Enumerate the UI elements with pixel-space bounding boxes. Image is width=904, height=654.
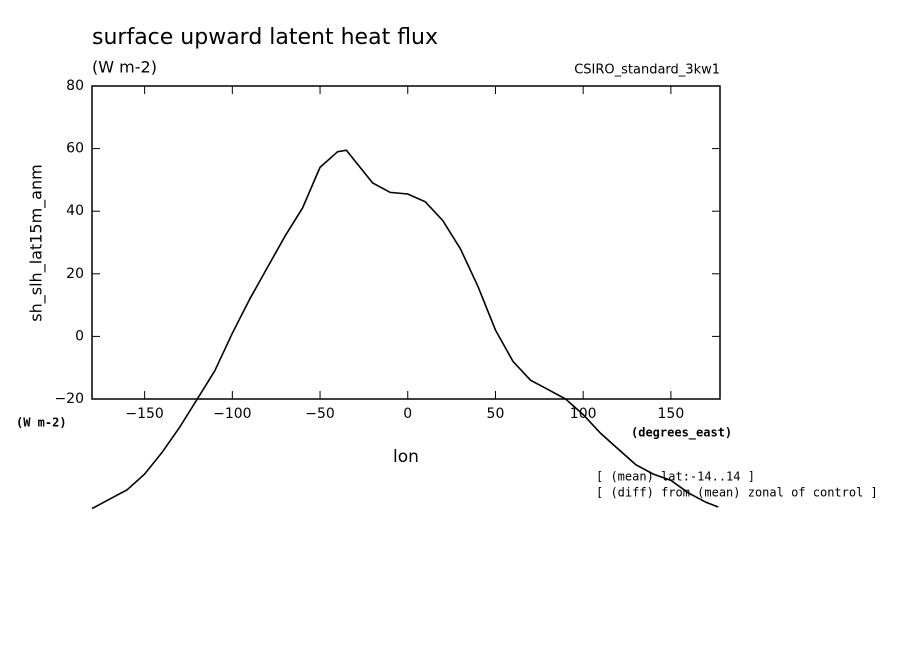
annotation: [ (diff) from (mean) zonal of control ] bbox=[596, 486, 878, 500]
x-tick-label: 50 bbox=[487, 406, 505, 422]
annotation: [ (mean) lat:-14..14 ] bbox=[596, 470, 755, 484]
x-tick-label: 0 bbox=[403, 406, 412, 422]
dataset: CSIRO_standard_3kw1 bbox=[574, 63, 720, 78]
y-tick-label: 80 bbox=[66, 78, 84, 94]
chart-title: surface upward latent heat flux bbox=[92, 25, 438, 50]
x-label: lon bbox=[393, 447, 419, 467]
y-tick-label: 20 bbox=[66, 266, 84, 282]
x-tick-label: 150 bbox=[658, 406, 685, 422]
y-tick-label: 60 bbox=[66, 141, 84, 157]
y-label: sh_slh_lat15m_anm bbox=[27, 164, 47, 321]
x-units: (degrees_east) bbox=[631, 426, 732, 441]
plot-frame bbox=[91, 85, 721, 400]
x-tick-label: −150 bbox=[125, 406, 163, 422]
y-tick-label: 40 bbox=[66, 203, 84, 219]
data-line bbox=[91, 149, 719, 510]
x-tick-label: −100 bbox=[213, 406, 251, 422]
y-tick-label: 0 bbox=[75, 328, 84, 344]
y-tick-label: −20 bbox=[54, 391, 84, 407]
x-tick-label: −50 bbox=[305, 406, 335, 422]
units: (W m-2) bbox=[92, 58, 157, 77]
y-units: (W m-2) bbox=[16, 416, 67, 430]
